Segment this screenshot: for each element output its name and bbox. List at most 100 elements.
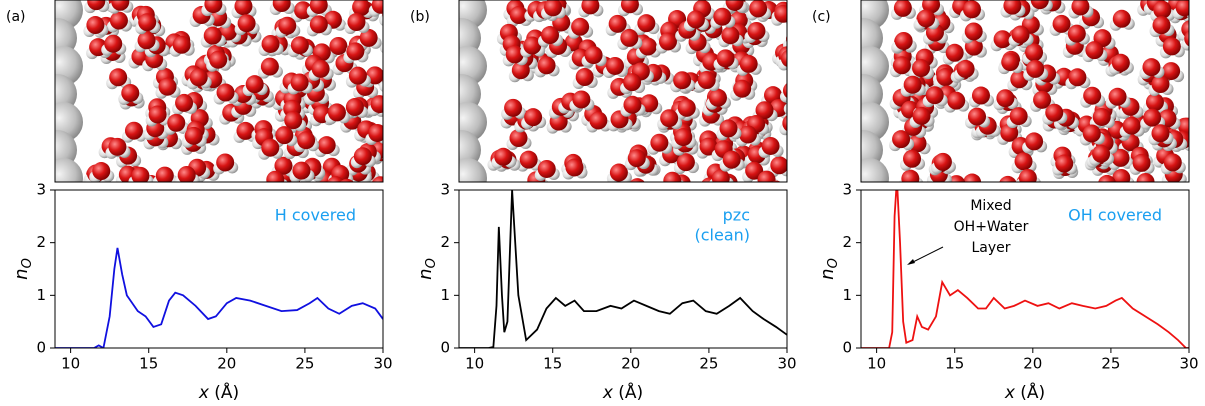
oxygen-atom [903,149,922,168]
oxygen-atom [713,7,732,26]
oxygen-atom [297,131,316,150]
oxygen-atom [917,9,936,28]
oxygen-atom [608,14,627,33]
hydrogen-atom [788,54,800,66]
x-tick-label: 10 [465,355,484,373]
hydrogen-atom [710,185,722,197]
oxygen-atom [638,37,657,56]
oxygen-atom [971,86,990,105]
oxygen-atom [292,161,311,180]
oxygen-atom [109,68,128,87]
hydrogen-atom [683,182,695,194]
annotation: pzc [723,206,750,225]
x-tick-label: 20 [217,355,236,373]
hydrogen-atom [1191,28,1203,40]
oxygen-atom [782,83,787,99]
hydrogen-atom [1139,181,1140,182]
y-tick-label: 3 [440,181,450,199]
oxygen-atom [757,170,776,182]
panel-label: (c) [812,9,831,25]
hydrogen-atom [638,186,650,198]
x-tick-label: 20 [621,355,640,373]
oxygen-atom [908,134,927,153]
annotation: H covered [275,206,356,225]
hydrogen-atom [392,180,404,192]
oxygen-atom [623,73,642,92]
oxygen-atom [121,83,140,102]
oxygen-atom [1098,174,1116,182]
oxygen-atom [537,159,556,178]
oxygen-atom [382,10,383,19]
hydrogen-atom [382,181,383,182]
annotation: (clean) [694,226,750,245]
y-tick-label: 0 [842,339,852,357]
y-label-var: n [415,268,436,279]
callout-text: Mixed [970,198,1011,214]
axes-frame [860,189,1190,349]
hydrogen-atom [976,181,982,182]
oxygen-atom [936,68,955,87]
y-tick-label: 3 [36,181,46,199]
oxygen-atom [382,181,383,182]
hydrogen-atom [393,41,405,53]
hydrogen-atom [793,90,805,102]
oxygen-atom [627,149,646,168]
oxygen-atom [1055,154,1074,173]
oxygen-atom [1052,14,1071,33]
callout-text: OH+Water [954,219,1029,235]
oxygen-atom [137,31,156,50]
oxygen-atom [266,170,285,182]
oxygen-atom [620,28,639,47]
oxygen-atom [209,50,228,69]
hydrogen-atom [1194,38,1205,50]
oxygen-atom [108,137,127,156]
oxygen-atom [309,0,328,14]
oxygen-atom [1092,107,1111,126]
oxygen-atom [371,0,383,14]
hydrogen-atom [1149,180,1156,182]
molecular-snapshot [861,0,1205,197]
density-line [861,190,1189,348]
oxygen-atom [738,125,757,144]
hydrogen-atom [996,185,1008,197]
oxygen-atom [725,0,744,11]
x-tick-label: 30 [777,355,796,373]
oxygen-atom [1111,53,1130,72]
x-tick-label: 15 [945,355,964,373]
oxygen-atom [382,40,383,44]
hydrogen-atom [697,186,709,198]
x-tick-label: 25 [1101,355,1120,373]
hydrogen-atom [727,183,739,195]
oxygen-atom [278,16,297,35]
oxygen-atom [674,128,693,147]
oxygen-atom [311,59,330,78]
callout-text: Layer [971,240,1010,256]
oxygen-atom [786,100,787,105]
oxygen-atom [716,49,735,68]
oxygen-atom [623,95,642,114]
x-label-var: x [602,383,614,403]
oxygen-atom [964,22,983,41]
oxygen-atom [721,26,740,45]
y-axis-label: nO [415,258,439,280]
oxygen-atom [1067,24,1086,43]
x-label-unit: (Å) [618,381,643,403]
oxygen-atom [1045,103,1064,122]
oxygen-atom [1162,62,1181,81]
molecular-snapshot [55,0,405,199]
hydrogen-atom [348,187,360,199]
oxygen-atom [148,105,167,124]
oxygen-atom [371,176,383,182]
oxygen-atom [353,147,372,166]
hydrogen-atom [783,103,787,115]
electrode-atom [861,158,889,182]
oxygen-atom [1112,168,1131,182]
oxygen-atom [236,121,255,140]
oxygen-atom [1092,144,1111,163]
oxygen-atom [1082,124,1101,143]
x-axis-label: x (Å) [1004,381,1045,403]
callout-arrow [908,246,944,265]
oxygen-atom [1142,58,1161,77]
oxygen-atom [637,14,656,33]
